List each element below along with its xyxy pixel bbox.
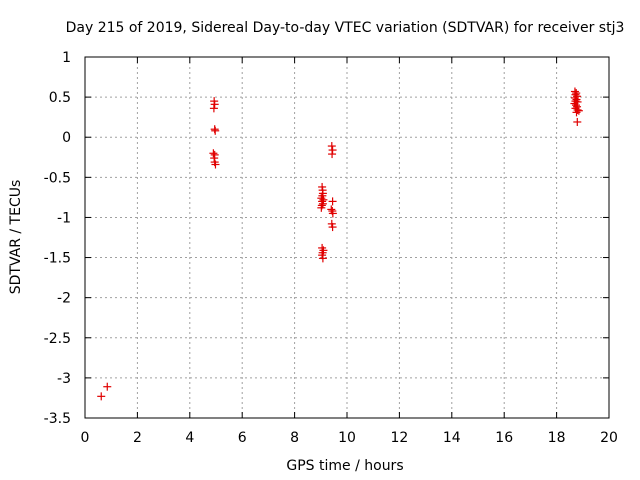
x-tick-label: 10	[338, 430, 356, 446]
data-point	[317, 203, 326, 212]
data-point	[573, 117, 582, 126]
x-tick-label: 0	[81, 430, 90, 446]
y-tick-label: -2.5	[44, 331, 71, 347]
data-point	[328, 223, 337, 232]
data-point	[211, 126, 220, 135]
data-point	[318, 254, 327, 263]
data-points	[97, 87, 583, 401]
y-tick-label: 0.5	[49, 90, 71, 106]
data-point	[209, 149, 218, 158]
x-tick-label: 6	[238, 430, 247, 446]
y-axis: 1 0.5 0 -0.5 -1 -1.5 -2 -2.5 -3 -3.5	[44, 50, 609, 427]
data-point	[327, 205, 336, 214]
grid-lines	[85, 57, 609, 418]
x-axis: 0 2 4 6 8 10 12 14 16 18 20	[81, 57, 618, 446]
data-point	[210, 100, 219, 109]
x-tick-label: 12	[390, 430, 408, 446]
data-point	[572, 108, 581, 117]
x-tick-label: 2	[133, 430, 142, 446]
x-tick-label: 8	[290, 430, 299, 446]
data-point	[103, 382, 112, 391]
data-point	[328, 209, 337, 218]
y-axis-label: SDTVAR / TECUs	[8, 180, 24, 295]
y-tick-label: -1	[57, 210, 71, 226]
y-tick-label: -2	[57, 291, 71, 307]
y-tick-label: -0.5	[44, 170, 71, 186]
y-tick-label: -1.5	[44, 251, 71, 267]
chart-title: Day 215 of 2019, Sidereal Day-to-day VTE…	[66, 20, 625, 36]
data-point	[328, 150, 337, 159]
x-tick-label: 20	[600, 430, 618, 446]
data-point	[318, 199, 327, 208]
y-tick-label: -3.5	[44, 411, 71, 427]
y-tick-label: 0	[62, 130, 71, 146]
data-point	[327, 142, 336, 151]
data-point	[211, 160, 220, 169]
x-tick-label: 16	[495, 430, 513, 446]
y-tick-label: -3	[57, 371, 71, 387]
data-point	[97, 392, 106, 401]
y-tick-label: 1	[62, 50, 71, 66]
x-tick-label: 14	[443, 430, 461, 446]
x-axis-label: GPS time / hours	[286, 458, 403, 474]
x-tick-label: 18	[548, 430, 566, 446]
x-tick-label: 4	[185, 430, 194, 446]
data-point	[209, 104, 218, 113]
data-point	[328, 197, 337, 206]
